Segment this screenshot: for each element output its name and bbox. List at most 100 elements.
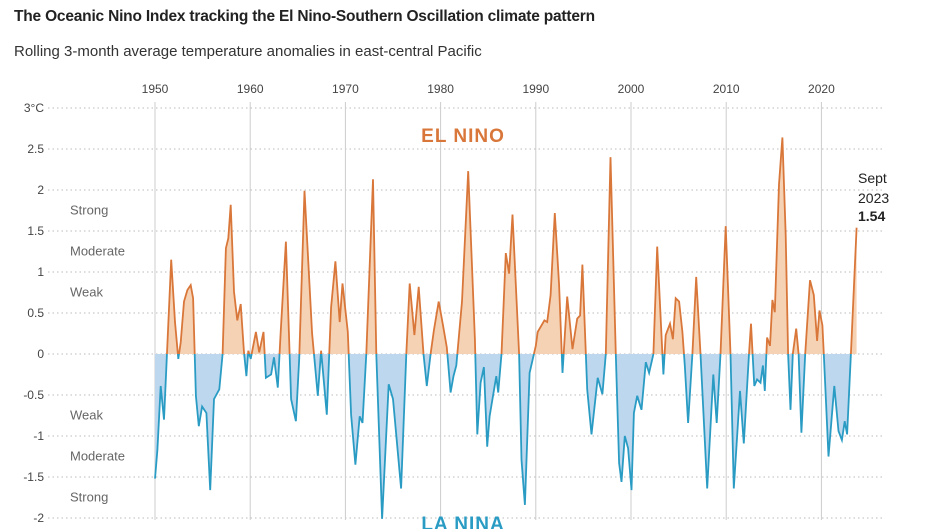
data-point	[821, 324, 823, 326]
data-point	[804, 353, 806, 355]
data-point	[455, 364, 457, 366]
data-point	[576, 318, 578, 320]
data-point	[521, 459, 523, 461]
data-point	[748, 353, 750, 355]
y-tick-label: 1	[37, 265, 44, 279]
data-point	[405, 353, 407, 355]
data-point	[205, 412, 207, 414]
data-point	[195, 395, 197, 397]
data-point	[787, 353, 789, 355]
data-point	[823, 353, 825, 355]
data-point	[372, 178, 374, 180]
data-point	[354, 464, 356, 466]
x-tick-label: 1970	[332, 82, 359, 96]
data-point	[579, 314, 581, 316]
data-point	[388, 383, 390, 385]
y-tick-label: 0	[37, 347, 44, 361]
data-point	[295, 420, 297, 422]
data-point	[350, 414, 352, 416]
data-point	[303, 190, 305, 192]
data-point	[561, 372, 563, 374]
data-point	[177, 358, 179, 360]
data-point	[672, 338, 674, 340]
data-point	[838, 430, 840, 432]
data-point	[218, 388, 220, 390]
data-point	[554, 212, 556, 214]
intensity-label: Strong	[70, 203, 108, 218]
data-point	[781, 137, 783, 139]
la-nina-line	[154, 354, 852, 519]
data-point	[610, 156, 612, 158]
data-point	[160, 385, 162, 387]
y-tick-label: -1	[33, 429, 44, 443]
data-point	[225, 247, 227, 249]
intensity-labels: Strong Moderate Weak Weak Moderate Strong	[70, 203, 125, 505]
data-point	[381, 518, 383, 520]
data-point	[198, 425, 200, 427]
intensity-label: Weak	[70, 285, 103, 300]
data-point	[789, 409, 791, 411]
data-point	[461, 301, 463, 303]
data-point	[192, 297, 194, 299]
data-point	[590, 433, 592, 435]
data-point	[684, 364, 686, 366]
data-point	[841, 439, 843, 441]
y-tick-label: 2.5	[27, 142, 44, 156]
data-point	[222, 353, 224, 355]
intensity-label: Strong	[70, 490, 108, 505]
data-point	[665, 334, 667, 336]
data-point	[816, 340, 818, 342]
data-point	[277, 387, 279, 389]
data-point	[652, 353, 654, 355]
data-point	[581, 264, 583, 266]
annotation-month: Sept	[858, 170, 887, 186]
data-point	[571, 348, 573, 350]
data-point	[733, 487, 735, 489]
data-point	[750, 323, 752, 325]
data-point	[501, 353, 503, 355]
data-point	[615, 353, 617, 355]
data-point	[739, 390, 741, 392]
data-point	[766, 337, 768, 339]
y-tick-label: -2	[33, 511, 44, 525]
data-point	[656, 246, 658, 248]
data-point	[255, 331, 257, 333]
data-point	[543, 319, 545, 321]
data-point	[605, 353, 607, 355]
data-point	[798, 353, 800, 355]
data-point	[342, 282, 344, 284]
intensity-label: Moderate	[70, 449, 125, 464]
data-point	[339, 321, 341, 323]
data-point	[452, 375, 454, 377]
data-point	[365, 353, 367, 355]
la-nina-label: LA NINA	[421, 514, 504, 529]
data-point	[719, 353, 721, 355]
data-point	[334, 260, 336, 262]
data-point	[809, 279, 811, 281]
data-point	[400, 487, 402, 489]
data-point	[258, 351, 260, 353]
y-tick-label: 3°C	[24, 101, 44, 115]
data-point	[537, 331, 539, 333]
x-tick-label: 1960	[237, 82, 264, 96]
data-point	[430, 353, 432, 355]
data-point	[201, 405, 203, 407]
data-point	[505, 252, 507, 254]
data-point	[245, 375, 247, 377]
data-point	[467, 170, 469, 172]
data-point	[375, 353, 377, 355]
el-nino-area	[155, 137, 857, 354]
data-point	[263, 331, 265, 333]
data-point	[508, 273, 510, 275]
data-point	[317, 395, 319, 397]
data-point	[186, 289, 188, 291]
data-point	[480, 382, 482, 384]
data-point	[330, 306, 332, 308]
data-point	[795, 328, 797, 330]
data-point	[418, 286, 420, 288]
data-point	[586, 388, 588, 390]
y-tick-label: -0.5	[23, 388, 44, 402]
data-point	[497, 392, 499, 394]
areas	[154, 137, 858, 519]
